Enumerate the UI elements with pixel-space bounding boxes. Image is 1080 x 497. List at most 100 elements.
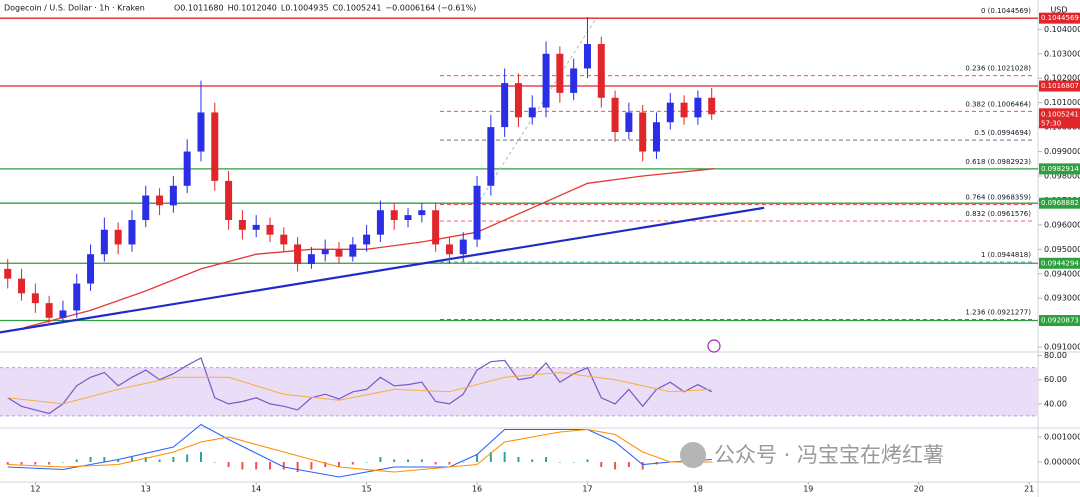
rsi-line xyxy=(7,371,712,405)
candle-body xyxy=(197,112,205,152)
histogram-bar xyxy=(641,462,644,470)
candle-body xyxy=(18,278,26,294)
histogram-bar xyxy=(227,462,230,467)
histogram-bar xyxy=(558,462,561,463)
candle-body xyxy=(570,68,578,93)
candle-body xyxy=(183,151,191,186)
histogram-bar xyxy=(241,462,244,470)
y-tick-label: 40.00 xyxy=(1044,399,1067,408)
candle-body xyxy=(501,83,509,128)
price-tag-label: 0.0920873 xyxy=(1041,317,1079,325)
candle-body xyxy=(4,268,12,279)
candle-body xyxy=(45,303,53,318)
x-tick-label: 16 xyxy=(472,485,482,494)
candle-body xyxy=(307,254,315,264)
x-tick-label: 12 xyxy=(30,485,40,494)
histogram-bar xyxy=(517,457,520,462)
histogram-bar xyxy=(338,462,341,467)
candle-body xyxy=(100,229,108,255)
fib-label: 1.236 (0.0921277) xyxy=(965,309,1031,317)
histogram-bar xyxy=(213,462,216,463)
candle-body xyxy=(225,180,233,220)
histogram-bar xyxy=(255,462,258,470)
price-tag-label: 0.1016807 xyxy=(1041,82,1079,90)
x-tick-label: 14 xyxy=(251,485,261,494)
x-tick-label: 19 xyxy=(803,485,813,494)
candle-body xyxy=(528,107,536,118)
candle-body xyxy=(238,220,246,230)
candle-body xyxy=(666,102,674,123)
currency-label: USD xyxy=(1050,6,1067,15)
histogram-bar xyxy=(614,462,617,470)
candle-body xyxy=(349,244,357,257)
current-price-label: 0.1005241 xyxy=(1041,110,1079,118)
candle-body xyxy=(625,112,633,132)
candle-body xyxy=(87,254,95,284)
histogram-bar xyxy=(144,457,147,462)
macd-line xyxy=(7,423,712,478)
histogram-bar xyxy=(268,462,271,470)
rsi-line xyxy=(7,357,712,415)
histogram-bar xyxy=(282,462,285,470)
candle-body xyxy=(390,210,398,220)
candle-body xyxy=(404,215,412,220)
histogram-bar xyxy=(627,462,630,467)
macd-line xyxy=(7,428,712,473)
candle-body xyxy=(445,244,453,255)
fib-label: 0 (0.1044569) xyxy=(981,7,1031,15)
histogram-bar xyxy=(600,462,603,467)
candle-body xyxy=(611,97,619,132)
price-tag xyxy=(1039,163,1080,175)
price-tag xyxy=(1039,197,1080,209)
price-tag-label: 0.0982914 xyxy=(1041,165,1079,173)
candle-body xyxy=(556,53,564,93)
fib-label: 0.382 (0.1006464) xyxy=(965,100,1031,108)
histogram-bar xyxy=(351,462,354,465)
fib-label: 0.5 (0.0994694) xyxy=(974,129,1031,137)
histogram-bar xyxy=(545,457,548,462)
histogram-bar xyxy=(75,459,78,462)
candle-body xyxy=(680,102,688,118)
watermark: 公众号 · 冯宝宝在烤红薯 xyxy=(680,442,944,468)
histogram-bar xyxy=(379,457,382,462)
candle-body xyxy=(376,210,384,235)
watermark-icon xyxy=(680,442,706,468)
chart-title: Dogecoin / U.S. Dollar · 1h · Kraken xyxy=(4,4,145,13)
x-tick-label: 17 xyxy=(582,485,592,494)
candle-body xyxy=(542,53,550,108)
histogram-bar xyxy=(462,462,465,463)
x-tick-label: 15 xyxy=(362,485,372,494)
histogram-bar xyxy=(476,454,479,462)
price-tag xyxy=(1039,80,1080,92)
histogram-bar xyxy=(434,462,437,465)
x-tick-label: 21 xyxy=(1024,485,1034,494)
candle-body xyxy=(597,44,605,98)
candle-body xyxy=(487,127,495,186)
candle-body xyxy=(169,185,177,206)
histogram-bar xyxy=(172,457,175,462)
histogram-bar xyxy=(503,452,506,462)
candle-body xyxy=(252,224,260,230)
candle-body xyxy=(652,122,660,152)
event-icon[interactable] xyxy=(707,339,721,353)
candle-body xyxy=(266,224,274,235)
fib-label: 1 (0.0944818) xyxy=(981,251,1031,259)
histogram-bar xyxy=(489,452,492,462)
candle-body xyxy=(73,283,81,311)
histogram-bar xyxy=(6,462,9,465)
candle-body xyxy=(639,112,647,152)
histogram-bar xyxy=(420,459,423,462)
histogram-bar xyxy=(48,462,51,465)
histogram-bar xyxy=(296,462,299,472)
histogram-bar xyxy=(572,462,575,463)
